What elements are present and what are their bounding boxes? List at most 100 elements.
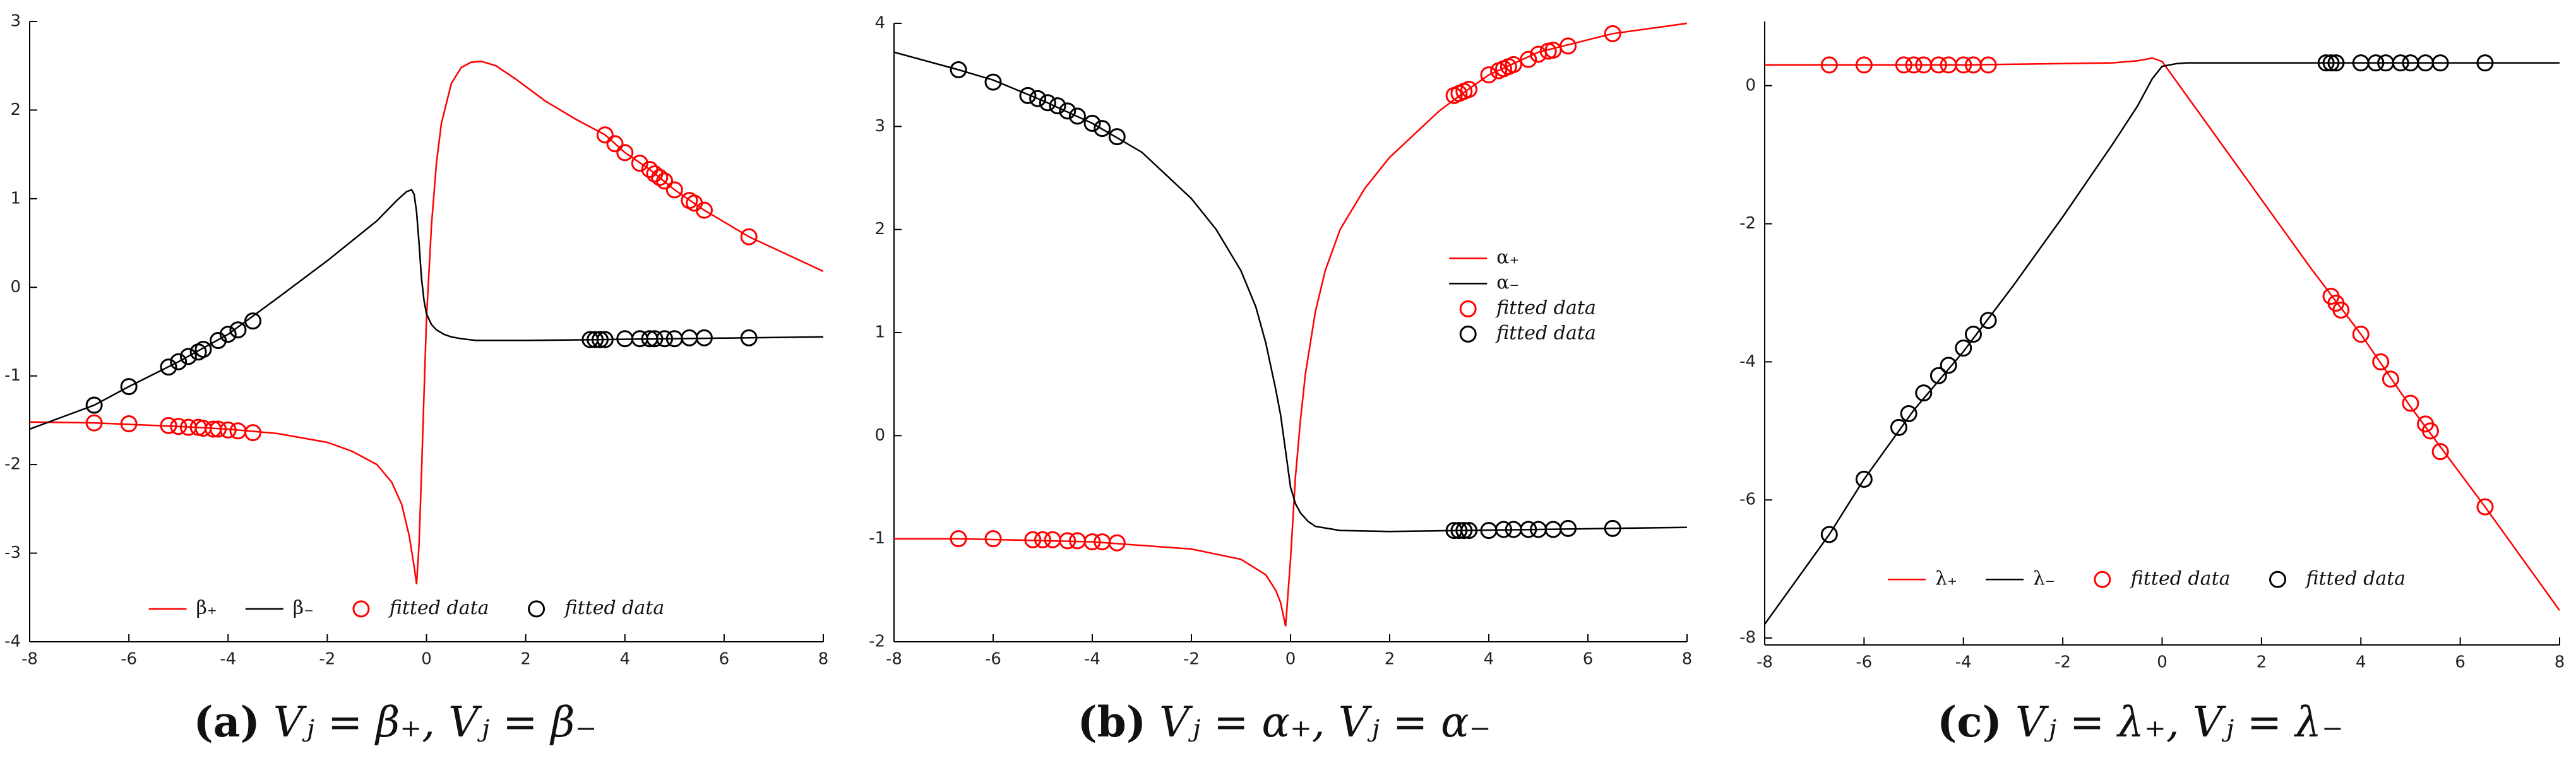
- legend-label: α₊: [1496, 246, 1519, 268]
- caption-text: Vⱼ = λ₊, Vⱼ = λ₋: [2015, 698, 2344, 747]
- x-tick-label: 6: [719, 650, 730, 669]
- fitted-point: [1108, 534, 1126, 552]
- fitted-point: [1505, 56, 1522, 73]
- fitted-point: [219, 326, 237, 343]
- fitted-point: [1094, 120, 1111, 138]
- x-tick-label: -8: [21, 650, 38, 669]
- fitted-point: [1455, 522, 1473, 540]
- legend-marker: [1459, 300, 1477, 317]
- fitted-point: [1820, 56, 1838, 74]
- fitted-point: [1059, 532, 1076, 550]
- fitted-point: [2332, 301, 2350, 319]
- y-tick-label: 0: [1745, 76, 1756, 95]
- x-tick-label: 0: [421, 650, 432, 669]
- fitted-point: [120, 415, 138, 433]
- fitted-point: [1955, 56, 1972, 74]
- fitted-point: [1024, 531, 1042, 548]
- caption-label: (a): [194, 697, 260, 747]
- x-tick-label: 0: [2157, 653, 2168, 672]
- fitted-point: [1495, 521, 1513, 538]
- y-tick-label: -1: [869, 529, 885, 548]
- x-tick-label: 8: [2555, 653, 2565, 672]
- x-tick-label: -6: [1856, 653, 1872, 672]
- caption-gap: [2002, 698, 2015, 747]
- caption-text: Vⱼ = α₊, Vⱼ = α₋: [1159, 698, 1491, 747]
- fitted-point: [2392, 54, 2409, 72]
- legend-label: fitted data: [2130, 567, 2231, 589]
- fitted-point: [1979, 312, 1997, 329]
- y-tick-label: 4: [874, 14, 885, 33]
- legend: λ₊ λ₋ fitted data fitted data: [1888, 567, 2406, 589]
- y-tick-label: 0: [10, 278, 21, 297]
- legend: β₊ β₋ fitted data fitted data: [148, 597, 665, 619]
- fitted-point: [1915, 384, 1933, 402]
- x-tick-label: 8: [1682, 650, 1693, 669]
- fitted-point: [740, 228, 758, 245]
- x-tick-label: 2: [520, 650, 531, 669]
- fitted-point: [1019, 86, 1037, 104]
- model-line: [1765, 62, 2560, 625]
- y-tick-label: -6: [1739, 490, 1756, 509]
- fitted-point: [1955, 340, 1972, 357]
- fitted-point: [1964, 326, 1982, 343]
- fitted-point: [740, 329, 758, 346]
- legend-label: λ₋: [2033, 567, 2055, 589]
- fitted-point: [1855, 470, 1873, 488]
- fitted-point: [665, 181, 683, 199]
- caption: (b) Vⱼ = α₊, Vⱼ = α₋: [1077, 697, 1491, 747]
- legend-label: fitted data: [2305, 567, 2406, 589]
- legend-label: fitted data: [388, 597, 489, 619]
- y-tick-label: 3: [10, 12, 21, 31]
- fitted-point: [120, 378, 138, 396]
- x-tick-label: -8: [886, 650, 902, 669]
- x-tick-label: -4: [220, 650, 236, 669]
- fitted-point: [194, 341, 212, 358]
- fitted-point: [656, 172, 674, 190]
- y-tick-label: 1: [874, 323, 885, 342]
- x-tick-label: 4: [1484, 650, 1494, 669]
- fitted-point: [85, 414, 103, 432]
- fitted-point: [656, 330, 674, 348]
- y-tick-label: -2: [4, 455, 21, 474]
- fitted-point: [1034, 531, 1051, 548]
- caption-gap: [1146, 698, 1159, 747]
- fitted-point: [616, 144, 634, 162]
- x-tick-label: 4: [619, 650, 630, 669]
- fitted-point: [651, 168, 669, 186]
- caption-label: (c): [1937, 697, 2002, 747]
- fitted-point: [695, 201, 713, 219]
- fitted-point: [1039, 94, 1056, 112]
- fitted-point: [1905, 56, 1923, 74]
- x-tick-label: -6: [121, 650, 137, 669]
- fitted-point: [2327, 54, 2345, 72]
- y-tick-label: -4: [4, 632, 21, 651]
- model-line: [1765, 57, 2560, 611]
- y-tick-label: -2: [869, 632, 885, 651]
- legend-marker: [2269, 570, 2287, 588]
- y-tick-label: 0: [874, 426, 885, 445]
- y-tick-label: -3: [4, 543, 21, 562]
- fitted-point: [1890, 418, 1907, 436]
- x-tick-label: -4: [1084, 650, 1100, 669]
- fitted-point: [1855, 56, 1873, 74]
- panel: -8 -6 -4 -2 0 2 4 6 8 -4 -3 -2 -1 0 1 2 3 β₊ β₋ fitted data…: [4, 12, 828, 747]
- caption-gap: [260, 698, 273, 747]
- fitted-point: [85, 396, 103, 414]
- fitted-point: [984, 73, 1002, 91]
- legend-label: fitted data: [564, 597, 665, 619]
- y-tick-label: 2: [874, 220, 885, 239]
- model-line: [30, 60, 823, 584]
- x-tick-label: -6: [985, 650, 1001, 669]
- fitted-point: [2322, 54, 2340, 72]
- x-tick-label: 6: [2455, 653, 2466, 672]
- fitted-point: [1460, 522, 1478, 540]
- fitted-point: [1929, 367, 1947, 384]
- legend-label: λ₊: [1935, 567, 1957, 589]
- fitted-point: [1029, 90, 1047, 107]
- fitted-point: [2372, 353, 2390, 370]
- legend-label: α₋: [1496, 271, 1519, 293]
- fitted-point: [950, 530, 967, 548]
- legend-label: fitted data: [1495, 297, 1596, 319]
- legend-marker: [2094, 570, 2111, 588]
